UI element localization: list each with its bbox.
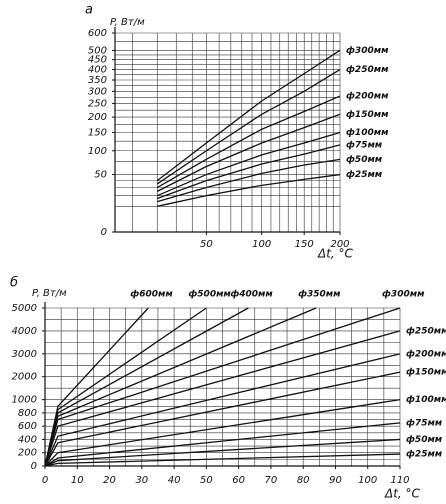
series-label: ф500мм: [188, 290, 231, 300]
series-line: [44, 422, 401, 467]
series-label: ф600мм: [130, 290, 173, 300]
series-line: [156, 68, 341, 185]
series-label: ф50мм: [406, 435, 443, 445]
y-tick-label: 4000: [12, 326, 37, 337]
x-tick-label: 40: [168, 475, 181, 486]
y-tick-label: 600: [18, 421, 37, 432]
series-label: ф300мм: [346, 46, 389, 56]
x-axis-label: Δt, °C: [317, 247, 354, 261]
x-tick-label: 110: [390, 475, 409, 486]
y-tick-label: 100: [88, 146, 107, 157]
series-label: ф250мм: [346, 65, 389, 75]
y-tick-label: 3000: [12, 349, 37, 360]
series-label: ф25мм: [346, 170, 383, 180]
series-line: [156, 113, 341, 192]
y-tick-label: 400: [88, 65, 107, 76]
series-label: ф400мм: [230, 290, 273, 300]
x-tick-label: 80: [297, 475, 310, 486]
series-label: ф75мм: [406, 418, 443, 428]
series-label: ф200мм: [346, 92, 389, 102]
series-label: ф350мм: [298, 290, 341, 300]
x-axis-label: Δt, °C: [384, 487, 421, 501]
y-tick-label: 1000: [12, 395, 37, 406]
series-label: ф150мм: [346, 110, 389, 120]
y-tick-label: 200: [18, 448, 37, 459]
y-axis-label: P, Вт/м: [110, 17, 145, 28]
series-line: [157, 173, 341, 207]
y-tick-label: 300: [88, 86, 107, 97]
y-tick-label: 0: [101, 227, 107, 238]
y-tick-label: 800: [18, 408, 37, 419]
x-tick-label: 20: [103, 475, 116, 486]
x-tick-label: 100: [358, 475, 377, 486]
series-line: [156, 49, 341, 182]
series-label: ф100мм: [406, 395, 446, 405]
series-label: ф25мм: [406, 450, 443, 460]
x-tick-label: 70: [265, 475, 278, 486]
x-tick-label: 10: [71, 475, 84, 486]
series-label: ф300мм: [382, 290, 425, 300]
y-tick-label: 5000: [12, 303, 37, 314]
x-tick-label: 60: [232, 475, 245, 486]
series-label: ф50мм: [346, 155, 383, 165]
panel-label: б: [10, 276, 18, 291]
y-tick-label: 0: [31, 461, 37, 472]
x-tick-label: 30: [135, 475, 148, 486]
y-axis-label: P, Вт/м: [32, 288, 67, 299]
series-label: ф100мм: [346, 128, 389, 138]
x-tick-label: 90: [329, 475, 342, 486]
series-label: ф200мм: [406, 349, 446, 359]
series-line: [44, 307, 401, 467]
y-tick-label: 2000: [12, 372, 37, 383]
y-tick-label: 400: [18, 434, 37, 445]
series-line: [157, 131, 341, 197]
y-tick-label: 600: [88, 28, 107, 39]
x-tick-label: 0: [42, 475, 48, 486]
y-tick-label: 50: [94, 170, 107, 181]
x-tick-label: 50: [200, 239, 213, 250]
series-line: [44, 330, 401, 467]
y-tick-label: 500: [88, 45, 107, 56]
series-line: [157, 158, 341, 203]
series-line: [44, 307, 317, 467]
y-tick-label: 350: [88, 75, 107, 86]
y-tick-label: 150: [88, 128, 107, 139]
series-line: [44, 371, 401, 467]
series-label: ф75мм: [346, 140, 383, 150]
series-line: [44, 353, 401, 467]
x-tick-label: 100: [252, 239, 271, 250]
series-label: ф150мм: [406, 368, 446, 378]
series-line: [44, 398, 401, 467]
series-line: [44, 453, 401, 467]
x-tick-label: 150: [295, 239, 314, 250]
series-label: ф250мм: [406, 326, 446, 336]
y-tick-label: 200: [88, 112, 107, 123]
series-line: [44, 438, 401, 467]
x-tick-label: 50: [200, 475, 213, 486]
panel-label: а: [85, 3, 93, 18]
y-tick-label: 450: [88, 55, 107, 66]
y-tick-label: 250: [88, 99, 107, 110]
series-line: [157, 144, 341, 200]
x-tick-label: 200: [330, 239, 349, 250]
series-line: [156, 95, 341, 189]
